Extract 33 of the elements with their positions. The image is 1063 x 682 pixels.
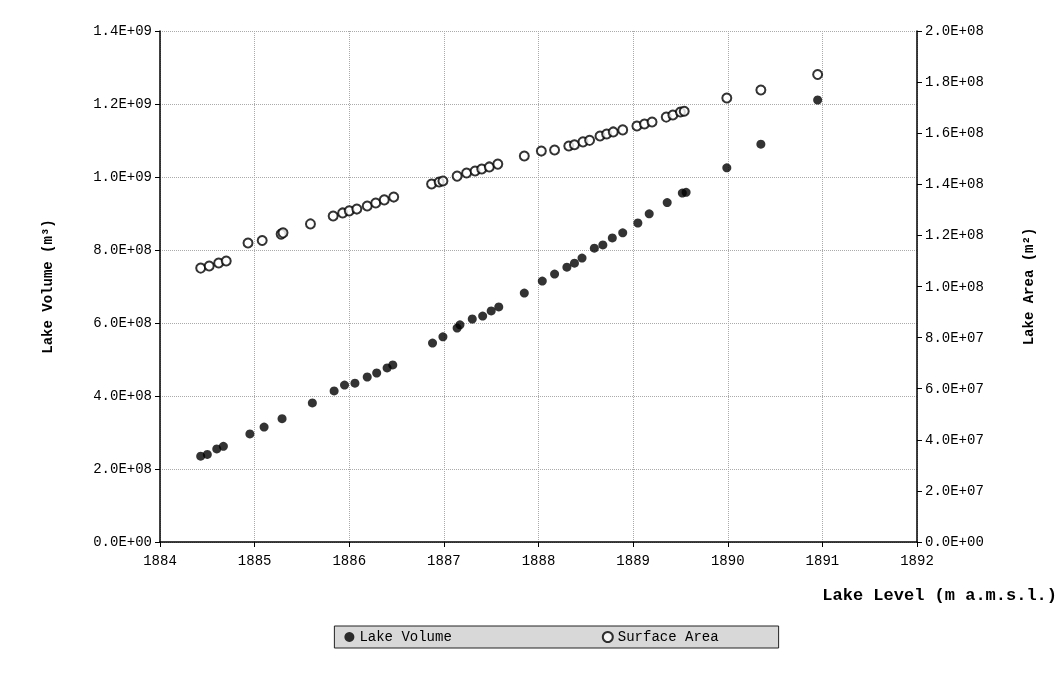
x-tick-label: 1891 <box>805 553 840 569</box>
y-tick-label: 2.0E+08 <box>93 461 152 477</box>
y-tick-label: 8.0E+08 <box>93 242 152 258</box>
y2-tick-label: 1.8E+08 <box>925 74 984 91</box>
x-tick-label: 1892 <box>900 553 934 569</box>
y-axis-title: Lake Volume (m³) <box>40 219 56 354</box>
y-tick-label: 6.0E+08 <box>93 315 152 331</box>
y2-tick-label: 1.6E+08 <box>925 125 984 142</box>
y2-tick-label: 1.0E+08 <box>925 278 984 295</box>
y2-axis-title: Lake Area (m²) <box>1021 227 1037 346</box>
y2-tick-label: 6.0E+07 <box>925 380 984 397</box>
y-tick-label: 1.4E+09 <box>93 23 152 39</box>
x-tick-label: 1887 <box>427 553 461 569</box>
x-tick-label: 1886 <box>332 553 367 569</box>
y2-tick-label: 4.0E+07 <box>925 431 984 448</box>
y-tick-label: 1.2E+09 <box>93 96 152 112</box>
y2-tick-label: 8.0E+07 <box>925 329 984 346</box>
x-tick-label: 1884 <box>143 553 177 569</box>
y2-tick-label: 2.0E+07 <box>925 482 984 499</box>
x-tick-label: 1890 <box>710 553 745 569</box>
y2-tick-label: 2.0E+08 <box>925 23 984 39</box>
y-tick-label: 4.0E+08 <box>93 388 152 404</box>
x-tick-label: 1889 <box>616 553 650 569</box>
y-tick-label: 0.0E+00 <box>93 534 152 550</box>
legend-label: Lake Volume <box>359 629 452 645</box>
x-axis-title: Lake Level (m a.m.s.l.) <box>822 586 1057 605</box>
legend-label: Surface Area <box>617 629 719 645</box>
y2-tick-label: 0.0E+00 <box>925 534 984 550</box>
y2-tick-label: 1.4E+08 <box>925 176 984 193</box>
x-tick-label: 1888 <box>521 553 556 569</box>
y2-tick-label: 1.2E+08 <box>925 227 984 244</box>
x-tick-label: 1885 <box>237 553 272 569</box>
y-tick-label: 1.0E+09 <box>93 169 152 185</box>
